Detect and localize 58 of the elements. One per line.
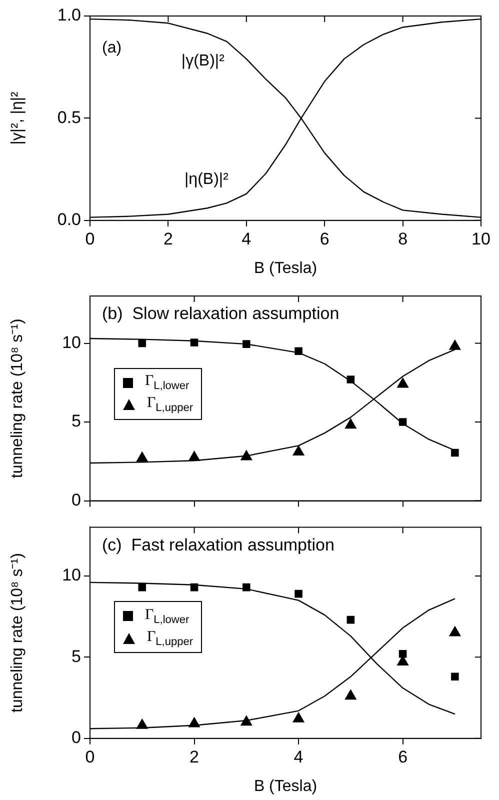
point bbox=[451, 672, 459, 681]
point bbox=[398, 418, 407, 426]
point bbox=[136, 451, 148, 462]
y-axis-title: |γ|², |η|² bbox=[9, 90, 26, 145]
point bbox=[188, 450, 200, 461]
y-tick-label: 10 bbox=[62, 566, 81, 585]
point bbox=[292, 444, 305, 456]
x-tick-label: 6 bbox=[320, 229, 330, 248]
point bbox=[240, 715, 252, 726]
point bbox=[138, 339, 146, 348]
x-tick-label: 0 bbox=[85, 747, 95, 766]
point bbox=[344, 418, 357, 429]
y-tick-label: 0.0 bbox=[57, 210, 81, 230]
text: (b) Slow relaxation assumption bbox=[102, 304, 340, 324]
point bbox=[188, 716, 200, 728]
y-tick-label: 10 bbox=[62, 332, 81, 352]
x-tick-label: 8 bbox=[398, 229, 408, 248]
y-tick-label: 5 bbox=[72, 646, 81, 666]
x-tick-label: 2 bbox=[190, 747, 199, 766]
x-axis-title: B (Tesla) bbox=[254, 778, 318, 795]
x-tick-label: 10 bbox=[472, 229, 490, 248]
x-axis-title: B (Tesla) bbox=[254, 260, 318, 277]
point bbox=[346, 616, 355, 624]
x-tick-label: 6 bbox=[398, 747, 408, 766]
point bbox=[240, 450, 252, 460]
text: (c) Fast relaxation assumption bbox=[102, 535, 334, 554]
point bbox=[292, 712, 305, 722]
point bbox=[396, 377, 409, 388]
point bbox=[136, 718, 148, 729]
y-tick-label: 0.5 bbox=[57, 108, 81, 127]
x-tick-label: 2 bbox=[163, 229, 173, 248]
point bbox=[346, 376, 355, 384]
x-tick-label: 4 bbox=[242, 229, 252, 248]
y-tick-label: 1.0 bbox=[57, 6, 81, 25]
x-tick-label: 4 bbox=[294, 747, 304, 766]
series-label: |η(B)|² bbox=[184, 171, 230, 188]
series-label: |γ(B)|² bbox=[181, 52, 226, 70]
point bbox=[344, 689, 357, 700]
annotation: (a) bbox=[102, 39, 122, 56]
y-axis-title: tunneling rate (10⁸ s⁻¹) bbox=[9, 318, 26, 478]
point bbox=[242, 340, 250, 348]
y-tick-label: 5 bbox=[72, 412, 81, 431]
point bbox=[138, 583, 146, 592]
legend-label: Γ$_{L,upper}$ bbox=[147, 628, 193, 648]
legend-label: Γ$_{L,lower}$ bbox=[145, 373, 190, 392]
x-tick-label: 0 bbox=[85, 229, 95, 248]
point bbox=[448, 626, 461, 636]
y-tick-label: 0 bbox=[72, 490, 81, 510]
y-axis-title: tunneling rate (10⁸ s⁻¹) bbox=[9, 553, 26, 712]
point bbox=[294, 347, 302, 356]
point bbox=[190, 583, 198, 592]
point bbox=[398, 650, 407, 658]
legend-label: Γ$_{L,lower}$ bbox=[145, 606, 190, 626]
point bbox=[294, 590, 302, 598]
legend-label: Γ$_{L,upper}$ bbox=[147, 395, 193, 414]
point bbox=[190, 338, 198, 346]
y-tick-label: 0 bbox=[72, 728, 81, 748]
point bbox=[242, 583, 250, 592]
